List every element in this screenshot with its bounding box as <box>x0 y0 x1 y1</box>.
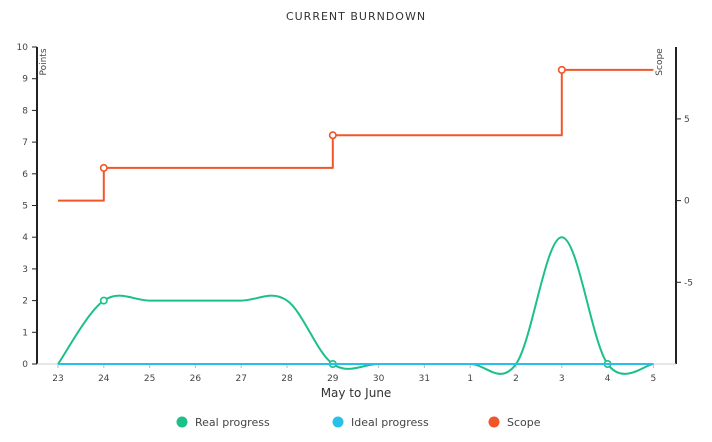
right-axis-label: Scope <box>655 48 665 76</box>
left-tick-label: 5 <box>22 202 28 212</box>
x-tick-label: 4 <box>605 374 611 384</box>
right-axis-ticks: 5 0 -5 <box>676 115 693 288</box>
scope-line <box>58 68 654 202</box>
x-tick-label: 30 <box>373 374 385 384</box>
axes <box>36 47 677 365</box>
scope-point[interactable] <box>328 131 337 140</box>
left-axis-label: Points <box>39 48 49 75</box>
x-tick-label: 28 <box>281 374 293 384</box>
legend-swatch <box>332 416 344 428</box>
left-tick-label: 0 <box>22 360 28 370</box>
x-axis-label: May to June <box>321 386 392 400</box>
x-tick-label: 5 <box>651 374 657 384</box>
x-tick-label: 26 <box>190 374 202 384</box>
left-tick-label: 9 <box>22 75 28 85</box>
x-tick-label: 2 <box>513 374 519 384</box>
scope-point[interactable] <box>99 163 108 172</box>
real-progress-point[interactable] <box>99 296 108 305</box>
legend-swatch <box>488 416 500 428</box>
left-tick-label: 2 <box>22 297 28 307</box>
left-tick-label: 4 <box>22 233 28 243</box>
scope-point[interactable] <box>557 65 566 74</box>
x-tick-label: 25 <box>144 374 155 384</box>
legend-label: Real progress <box>195 416 270 429</box>
right-tick-label: 0 <box>684 197 690 207</box>
right-tick-label: 5 <box>684 115 690 125</box>
legend-item-scope[interactable]: Scope <box>488 416 541 429</box>
x-tick-label: 31 <box>419 374 430 384</box>
x-tick-label: 29 <box>327 374 339 384</box>
real-progress-line <box>57 236 654 375</box>
left-tick-label: 3 <box>22 265 28 275</box>
right-tick-label: -5 <box>684 278 693 288</box>
x-axis-ticks: 23 24 25 26 27 28 29 30 31 1 2 3 4 5 <box>52 364 656 384</box>
left-tick-label: 1 <box>22 328 28 338</box>
chart-title: CURRENT BURNDOWN <box>286 10 426 23</box>
left-axis-ticks: 0 1 2 3 4 5 6 7 8 9 10 <box>17 43 37 370</box>
x-tick-label: 23 <box>52 374 63 384</box>
real-progress-series <box>57 236 654 375</box>
x-tick-label: 1 <box>467 374 473 384</box>
scope-series <box>58 65 654 202</box>
legend-swatch <box>176 416 188 428</box>
left-tick-label: 6 <box>22 170 28 180</box>
legend: Real progress Ideal progress Scope <box>176 416 541 429</box>
left-tick-label: 8 <box>22 106 28 116</box>
x-tick-label: 3 <box>559 374 565 384</box>
x-tick-label: 24 <box>98 374 110 384</box>
series-layer <box>57 65 654 375</box>
legend-item-ideal-progress[interactable]: Ideal progress <box>332 416 430 429</box>
x-tick-label: 27 <box>235 374 246 384</box>
left-tick-label: 7 <box>22 138 28 148</box>
legend-label: Scope <box>507 416 541 429</box>
legend-item-real-progress[interactable]: Real progress <box>176 416 270 429</box>
legend-label: Ideal progress <box>351 416 429 429</box>
left-tick-label: 10 <box>17 43 29 53</box>
